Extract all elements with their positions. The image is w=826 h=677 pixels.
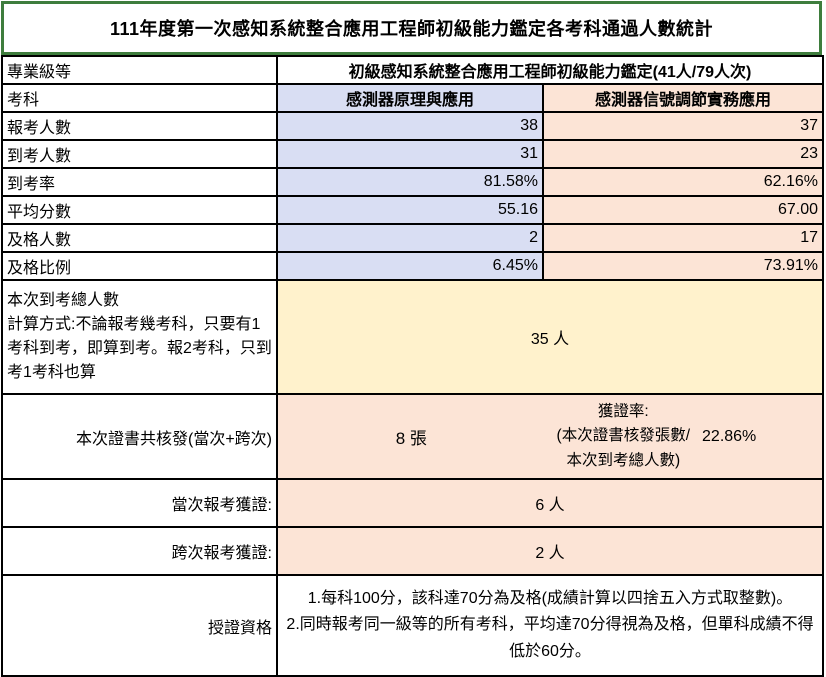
row-registered: 報考人數 38 37: [1, 111, 825, 141]
certification-rate-value: 22.86%: [702, 427, 757, 445]
row-passed-count: 及格人數 2 17: [1, 223, 825, 253]
attended-subject2: 23: [541, 139, 825, 169]
average-score-subject2: 67.00: [541, 195, 825, 225]
row-pass-rate: 及格比例 6.45% 73.91%: [1, 251, 825, 281]
attended-label: 到考人數: [1, 139, 278, 169]
certificates-cell: 8 張 獲證率: (本次證書核發張數/ 本次到考總人數) 22.86%: [275, 393, 825, 480]
attendance-rate-subject1: 81.58%: [276, 167, 544, 197]
average-score-label: 平均分數: [1, 195, 278, 225]
average-score-subject1: 55.16: [276, 195, 544, 225]
subject-row-label: 考科: [1, 83, 278, 113]
passed-count-subject1: 2: [276, 223, 544, 253]
passed-count-label: 及格人數: [1, 223, 278, 253]
pass-rate-subject1: 6.45%: [276, 251, 544, 281]
attended-subject1: 31: [276, 139, 544, 169]
row-certificates: 本次證書共核發(當次+跨次) 8 張 獲證率: (本次證書核發張數/ 本次到考總…: [1, 393, 825, 480]
subject1-header: 感測器原理與應用: [276, 83, 544, 113]
row-current-batch: 當次報考獲證: 6 人: [1, 478, 825, 528]
row-cross-batch: 跨次報考獲證: 2 人: [1, 526, 825, 576]
row-attendance-rate: 到考率 81.58% 62.16%: [1, 167, 825, 197]
subject2-header: 感測器信號調節實務應用: [541, 83, 825, 113]
pass-rate-subject2: 73.91%: [541, 251, 825, 281]
attendance-total-label: 本次到考總人數 計算方式:不論報考幾考科，只要有1考科到考，即算到考。報2考科，…: [1, 279, 278, 395]
attendance-total-value: 35 人: [275, 279, 825, 395]
table-title: 111年度第一次感知系統整合應用工程師初級能力鑑定各考科通過人數統計: [1, 1, 822, 55]
registered-subject2: 37: [541, 111, 825, 141]
current-batch-value: 6 人: [275, 478, 825, 528]
row-qualification: 授證資格 1.每科100分，該科達70分為及格(成績計算以四捨五入方式取整數)。…: [1, 574, 825, 677]
passed-count-subject2: 17: [541, 223, 825, 253]
row-attendance-total: 本次到考總人數 計算方式:不論報考幾考科，只要有1考科到考，即算到考。報2考科，…: [1, 279, 825, 395]
level-value: 初級感知系統整合應用工程師初級能力鑑定(41人/79人次): [275, 55, 825, 85]
current-batch-label: 當次報考獲證:: [1, 478, 278, 528]
level-label: 專業級等: [1, 55, 278, 85]
certificates-count: 8 張: [395, 429, 427, 448]
registered-subject1: 38: [276, 111, 544, 141]
registered-label: 報考人數: [1, 111, 278, 141]
certification-rate-label: 獲證率: (本次證書核發張數/ 本次到考總人數): [556, 403, 691, 469]
attendance-rate-subject2: 62.16%: [541, 167, 825, 197]
row-subjects: 考科 感測器原理與應用 感測器信號調節實務應用: [1, 83, 825, 113]
certificates-label: 本次證書共核發(當次+跨次): [1, 393, 278, 480]
attendance-rate-label: 到考率: [1, 167, 278, 197]
row-level: 專業級等 初級感知系統整合應用工程師初級能力鑑定(41人/79人次): [1, 55, 825, 85]
row-attended: 到考人數 31 23: [1, 139, 825, 169]
pass-rate-label: 及格比例: [1, 251, 278, 281]
qualification-text: 1.每科100分，該科達70分為及格(成績計算以四捨五入方式取整數)。 2.同時…: [275, 574, 825, 677]
statistics-table: 專業級等 初級感知系統整合應用工程師初級能力鑑定(41人/79人次) 考科 感測…: [1, 55, 825, 677]
certificates-detail: 8 張 獲證率: (本次證書核發張數/ 本次到考總人數) 22.86%: [279, 396, 821, 477]
row-average-score: 平均分數 55.16 67.00: [1, 195, 825, 225]
qualification-label: 授證資格: [1, 574, 278, 677]
cross-batch-value: 2 人: [275, 526, 825, 576]
cross-batch-label: 跨次報考獲證:: [1, 526, 278, 576]
